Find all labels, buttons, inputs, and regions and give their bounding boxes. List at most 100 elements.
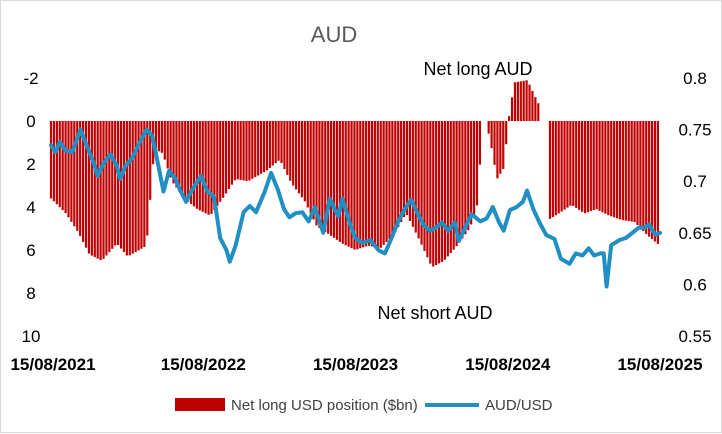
bars-layer [49, 80, 660, 267]
bar-161 [519, 81, 522, 121]
bar-1 [52, 121, 56, 202]
bar-86 [300, 121, 304, 198]
bar-118 [394, 121, 397, 233]
bar-82 [289, 121, 292, 181]
bar-69 [251, 121, 254, 179]
bar-111 [373, 121, 376, 247]
bar-80 [283, 121, 286, 169]
bar-174 [557, 121, 560, 214]
bar-25 [122, 121, 126, 252]
bar-183 [583, 121, 587, 214]
bar-88 [306, 121, 309, 208]
bar-96 [330, 121, 333, 236]
bar-120 [400, 121, 403, 223]
bar-136 [446, 121, 449, 257]
bar-12 [84, 121, 88, 248]
bar-125 [414, 121, 417, 233]
bar-143 [467, 121, 470, 231]
x-tick-label: 15/08/2025 [617, 355, 702, 374]
bar-74 [265, 121, 269, 171]
bar-171 [548, 121, 552, 219]
bar-75 [268, 121, 271, 169]
bar-176 [563, 121, 566, 210]
bar-65 [239, 121, 242, 180]
bar-194 [615, 121, 619, 219]
right-tick-label: 0.7 [683, 172, 707, 191]
bar-138 [452, 121, 455, 250]
bar-206 [650, 121, 654, 240]
left-tick-label: 10 [22, 327, 41, 346]
bar-164 [528, 84, 531, 121]
bar-204 [645, 121, 648, 235]
bar-184 [586, 121, 589, 213]
bar-91 [315, 121, 318, 226]
bar-109 [367, 121, 371, 246]
bar-30 [137, 121, 140, 251]
bar-99 [338, 121, 341, 242]
bar-38 [160, 121, 163, 153]
bar-198 [627, 121, 630, 222]
bar-196 [621, 121, 624, 221]
bar-5 [64, 121, 67, 214]
bar-104 [353, 121, 356, 250]
bar-46 [184, 121, 187, 200]
bar-160 [516, 81, 519, 121]
bar-182 [580, 121, 584, 212]
bar-207 [653, 121, 657, 242]
bar-166 [534, 97, 537, 121]
bar-112 [376, 121, 379, 248]
left-tick-label: -2 [23, 69, 38, 88]
bar-150 [487, 121, 490, 134]
bar-202 [639, 121, 642, 229]
bar-189 [601, 121, 604, 213]
bar-57 [216, 121, 219, 206]
bar-117 [391, 121, 394, 237]
left-tick-label: 8 [26, 284, 35, 303]
bar-102 [347, 121, 350, 247]
bar-191 [607, 121, 610, 216]
bar-193 [613, 121, 616, 218]
bar-58 [219, 121, 222, 202]
bar-7 [70, 121, 73, 222]
legend-line-label: AUD/USD [485, 397, 553, 414]
bar-54 [207, 121, 210, 215]
bar-36 [154, 121, 158, 150]
bar-145 [472, 121, 476, 218]
bar-190 [604, 121, 607, 214]
bar-84 [295, 121, 298, 190]
right-tick-label: 0.65 [678, 224, 711, 243]
legend-bar-swatch [175, 398, 225, 411]
bar-131 [432, 121, 435, 267]
bar-132 [435, 121, 438, 265]
right-tick-label: 0.8 [683, 69, 707, 88]
bar-0 [49, 121, 53, 199]
bar-121 [402, 121, 406, 218]
bar-205 [648, 121, 651, 237]
bar-144 [470, 121, 473, 225]
bar-17 [99, 121, 102, 261]
x-tick-label: 15/08/2021 [10, 355, 95, 374]
bar-98 [335, 121, 339, 240]
legend: Net long USD position ($bn) AUD/USD [175, 397, 553, 414]
annotation-net-long-aud: Net long AUD [423, 59, 532, 79]
bar-21 [111, 121, 114, 249]
bar-188 [598, 121, 601, 211]
bar-185 [589, 121, 592, 212]
bar-115 [385, 121, 388, 243]
bar-162 [522, 80, 525, 121]
bar-85 [297, 121, 301, 194]
bar-50 [195, 121, 198, 209]
bar-29 [134, 121, 137, 253]
bar-116 [388, 121, 391, 240]
bar-14 [90, 121, 93, 256]
bar-37 [157, 121, 161, 152]
bar-110 [370, 121, 374, 247]
left-tick-label: 6 [26, 241, 35, 260]
right-axis: 0.8 0.75 0.7 0.65 0.6 0.55 [678, 69, 711, 346]
bar-71 [257, 121, 260, 176]
bar-23 [117, 121, 120, 246]
bar-61 [227, 121, 231, 190]
right-tick-label: 0.75 [678, 121, 711, 140]
bar-83 [292, 121, 295, 186]
